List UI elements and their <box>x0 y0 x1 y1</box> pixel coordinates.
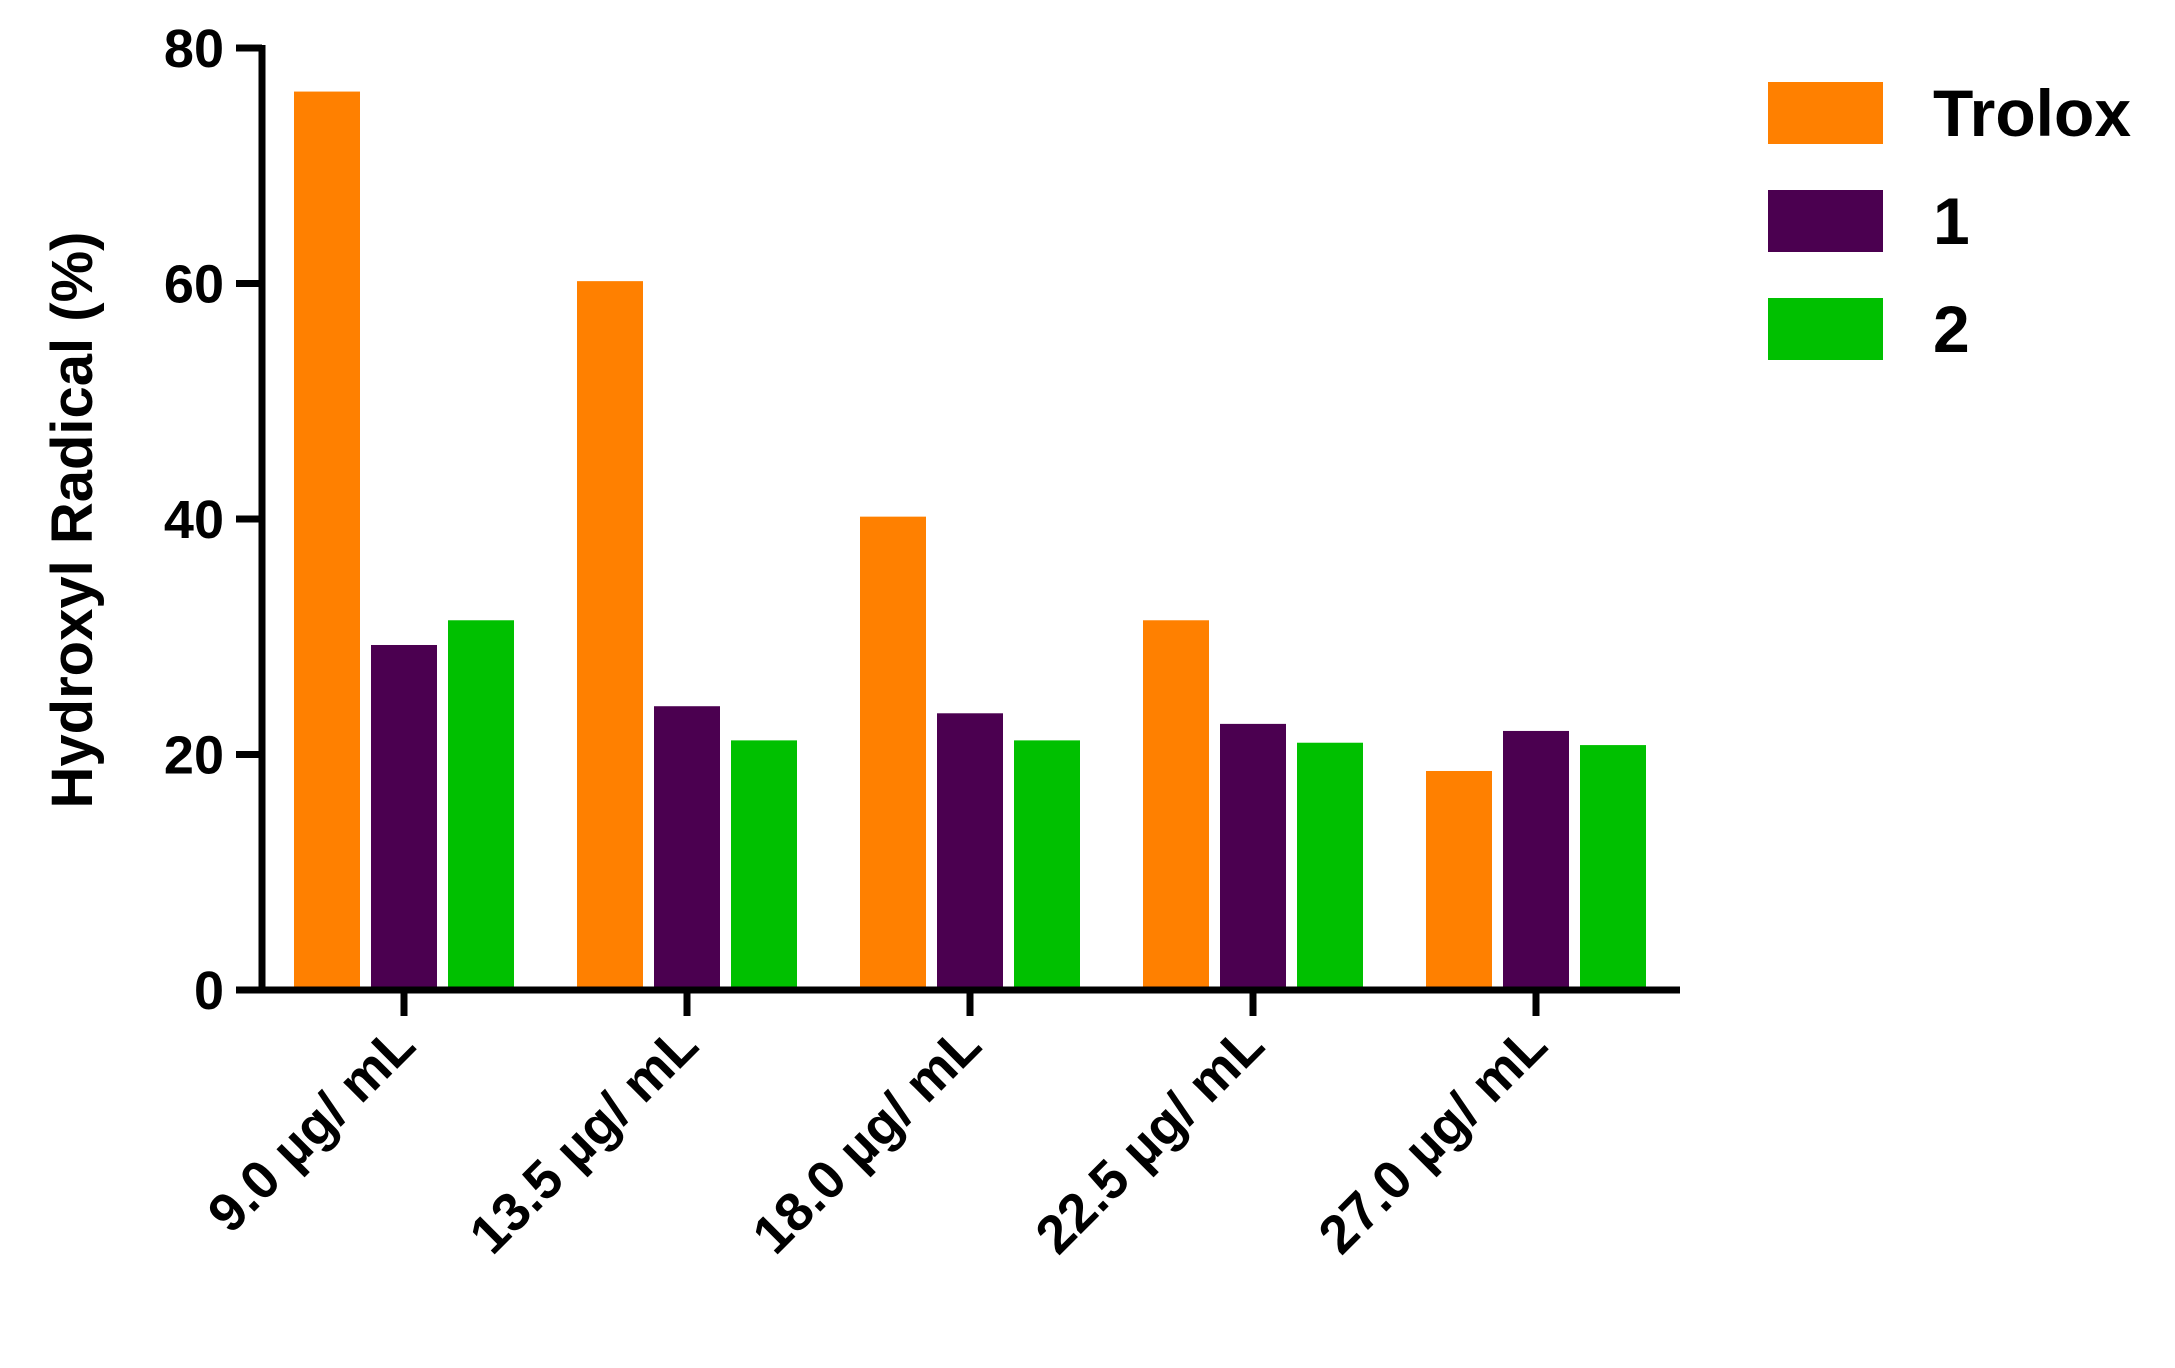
y-axis-ticks: 0 20 40 60 80 <box>164 19 262 1021</box>
y-axis-title: Hydroxyl Radical (%) <box>40 232 105 809</box>
y-tick-label: 80 <box>164 19 224 79</box>
x-tick-label: 22.5 µg/ mL <box>1024 1014 1275 1265</box>
legend-label: 2 <box>1933 292 1970 366</box>
bar-trolox-4 <box>1143 620 1209 990</box>
legend-label: 1 <box>1933 184 1970 258</box>
x-axis-ticks: 9.0 µg/ mL 13.5 µg/ mL 18.0 µg/ mL 22.5 µg/… <box>197 990 1558 1265</box>
bar-1-1 <box>371 644 437 990</box>
legend-swatch-2 <box>1768 298 1883 360</box>
x-tick-label: 27.0 µg/ mL <box>1307 1014 1558 1265</box>
bar-2-4 <box>1297 742 1363 990</box>
legend-swatch-trolox <box>1768 82 1883 144</box>
bar-trolox-5 <box>1426 770 1492 990</box>
bar-2-3 <box>1014 740 1080 990</box>
y-tick-label: 40 <box>164 490 224 550</box>
x-tick-label: 9.0 µg/ mL <box>197 1014 427 1244</box>
bar-trolox-1 <box>294 91 360 990</box>
legend-swatch-1 <box>1768 190 1883 252</box>
bar-1-5 <box>1503 730 1569 990</box>
bar-2-2 <box>731 740 797 990</box>
x-tick-label: 13.5 µg/ mL <box>458 1014 709 1265</box>
bar-2-5 <box>1580 745 1646 990</box>
bar-trolox-2 <box>577 281 643 990</box>
y-tick-label: 60 <box>164 255 224 315</box>
legend: Trolox 1 2 <box>1768 76 2131 366</box>
y-tick-label: 0 <box>194 961 224 1021</box>
bar-1-3 <box>937 713 1003 990</box>
bar-2-1 <box>448 620 514 990</box>
x-tick-label: 18.0 µg/ mL <box>741 1014 992 1265</box>
bar-1-4 <box>1220 723 1286 990</box>
y-tick-label: 20 <box>164 726 224 786</box>
bars-group <box>294 91 1646 990</box>
bar-1-2 <box>654 706 720 990</box>
legend-label: Trolox <box>1933 76 2131 150</box>
bar-trolox-3 <box>860 516 926 990</box>
